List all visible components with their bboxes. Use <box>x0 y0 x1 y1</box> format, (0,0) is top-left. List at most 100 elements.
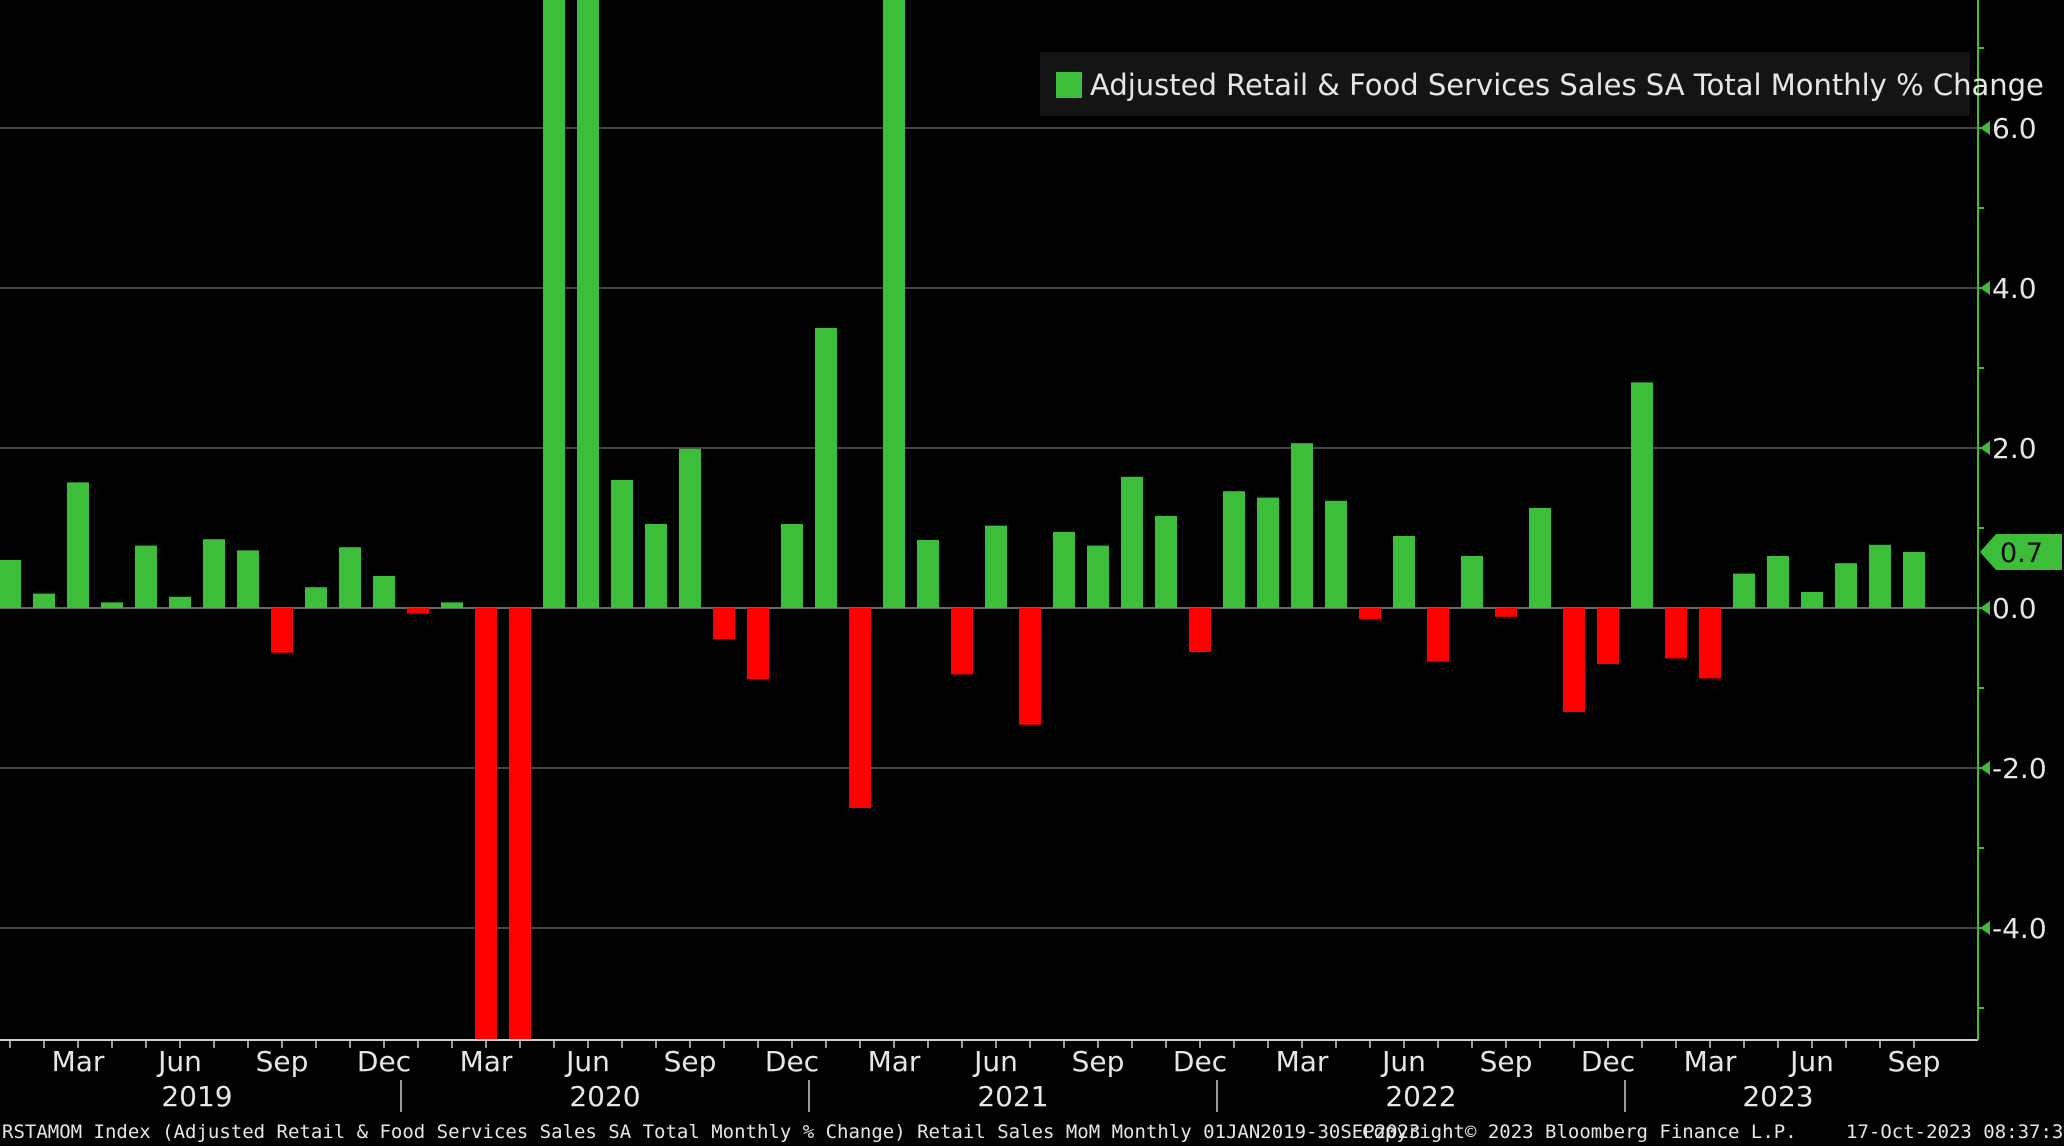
x-month-label: Jun <box>972 1045 1018 1078</box>
bar-jul-2020 <box>611 480 633 608</box>
bar-aug-2020 <box>645 524 667 608</box>
y-tick-label: 6.0 <box>1992 112 2037 145</box>
x-year-label: 2020 <box>569 1080 640 1113</box>
bar-jun-2023 <box>1801 592 1823 608</box>
x-month-label: Dec <box>765 1045 819 1078</box>
legend-background <box>1040 52 1970 116</box>
bar-nov-2021 <box>1155 516 1177 608</box>
retail-sales-bar-chart: Mar Jun Sep Dec Mar Jun Sep Dec Mar Jun Sep Dec Mar J… <box>0 0 2062 1113</box>
y-tick-arrow <box>1980 601 1990 615</box>
bar-oct-2019 <box>305 587 327 608</box>
x-month-label: Mar <box>868 1045 921 1078</box>
bar-feb-2021 <box>849 608 871 808</box>
bar-feb-2020 <box>441 602 463 608</box>
legend-label: Adjusted Retail & Food Services Sales SA… <box>1090 68 2044 102</box>
x-month-label: Mar <box>460 1045 513 1078</box>
bar-may-2022 <box>1359 608 1381 620</box>
x-month-label: Sep <box>1072 1045 1125 1078</box>
bar-jul-2021 <box>1019 608 1041 725</box>
bars <box>0 0 1925 1040</box>
bar-apr-2020 <box>509 608 531 1040</box>
bar-oct-2020 <box>713 608 735 640</box>
bar-jun-2020 <box>577 0 599 608</box>
bar-nov-2022 <box>1563 608 1585 712</box>
x-month-label: Jun <box>564 1045 610 1078</box>
bar-may-2019 <box>135 545 157 608</box>
bar-apr-2019 <box>101 602 123 608</box>
bar-jan-2023 <box>1631 382 1653 608</box>
footer-timestamp: 17-Oct-2023 08:37:31 <box>1846 1121 2064 1143</box>
y-tick-arrow <box>1980 761 1990 775</box>
bar-feb-2023 <box>1665 608 1687 659</box>
bar-apr-2023 <box>1733 573 1755 608</box>
x-month-label: Jun <box>1788 1045 1834 1078</box>
bar-mar-2022 <box>1291 443 1313 608</box>
bar-jun-2022 <box>1393 536 1415 608</box>
legend: Adjusted Retail & Food Services Sales SA… <box>1040 52 2044 116</box>
x-year-label: 2023 <box>1742 1080 1813 1113</box>
bar-feb-2019 <box>33 593 55 608</box>
bar-apr-2021 <box>917 540 939 608</box>
bar-may-2020 <box>543 0 565 608</box>
bar-apr-2022 <box>1325 500 1347 608</box>
bar-dec-2021 <box>1189 608 1211 652</box>
x-month-label: Mar <box>52 1045 105 1078</box>
x-month-label: Sep <box>664 1045 717 1078</box>
bar-mar-2020 <box>475 608 497 1040</box>
y-tick-label: 4.0 <box>1992 272 2037 305</box>
bar-oct-2022 <box>1529 508 1551 608</box>
bar-nov-2020 <box>747 608 769 680</box>
bar-sep-2019 <box>271 608 293 653</box>
bar-jun-2019 <box>169 596 191 608</box>
bar-dec-2019 <box>373 576 395 608</box>
bar-aug-2022 <box>1461 556 1483 608</box>
x-month-label: Mar <box>1684 1045 1737 1078</box>
bar-jan-2022 <box>1223 491 1245 608</box>
last-value-label: 0.7 <box>2000 538 2043 569</box>
bar-jul-2019 <box>203 539 225 608</box>
x-year-label: 2019 <box>161 1080 232 1113</box>
bar-jan-2020 <box>407 608 429 614</box>
bar-dec-2022 <box>1597 608 1619 664</box>
y-tick-arrow <box>1980 281 1990 295</box>
bar-may-2021 <box>951 608 973 675</box>
x-month-label: Mar <box>1276 1045 1329 1078</box>
bar-aug-2019 <box>237 550 259 608</box>
footer-description: RSTAMOM Index (Adjusted Retail & Food Se… <box>2 1121 1421 1143</box>
bar-jul-2023 <box>1835 563 1857 608</box>
bar-jan-2019 <box>0 560 21 608</box>
x-month-label: Dec <box>1581 1045 1635 1078</box>
x-month-label: Dec <box>1173 1045 1227 1078</box>
bar-sep-2023 <box>1903 552 1925 608</box>
x-month-label: Dec <box>357 1045 411 1078</box>
bar-may-2023 <box>1767 556 1789 608</box>
bar-mar-2019 <box>67 482 89 608</box>
last-value-tag <box>1980 534 2062 570</box>
y-tick-arrow <box>1980 921 1990 935</box>
bar-jun-2021 <box>985 525 1007 608</box>
bar-aug-2023 <box>1869 544 1891 608</box>
bar-aug-2021 <box>1053 532 1075 608</box>
bar-sep-2021 <box>1087 545 1109 608</box>
x-year-label: 2022 <box>1385 1080 1456 1113</box>
x-axis: Mar Jun Sep Dec Mar Jun Sep Dec Mar Jun Sep Dec Mar J… <box>0 1039 1978 1113</box>
y-tick-arrow <box>1980 441 1990 455</box>
bar-jan-2021 <box>815 328 837 608</box>
x-year-label: 2021 <box>977 1080 1048 1113</box>
bar-dec-2020 <box>781 524 803 608</box>
footer-copyright: Copyright© 2023 Bloomberg Finance L.P. <box>1362 1121 1797 1143</box>
legend-swatch <box>1056 72 1082 98</box>
bar-jul-2022 <box>1427 608 1449 662</box>
x-month-label: Sep <box>1888 1045 1941 1078</box>
bar-feb-2022 <box>1257 497 1279 608</box>
bar-mar-2021 <box>883 0 905 608</box>
y-tick-label: 2.0 <box>1992 432 2037 465</box>
y-tick-label: 0.0 <box>1992 592 2037 625</box>
x-month-label: Sep <box>1480 1045 1533 1078</box>
y-tick-label: -2.0 <box>1992 752 2047 785</box>
y-axis: -4.0 -2.0 0.0 2.0 4.0 6.0 0.7 <box>1977 0 2062 1040</box>
bar-nov-2019 <box>339 547 361 608</box>
y-tick-label: -4.0 <box>1992 912 2047 945</box>
bar-sep-2020 <box>679 448 701 608</box>
x-month-label: Jun <box>1380 1045 1426 1078</box>
